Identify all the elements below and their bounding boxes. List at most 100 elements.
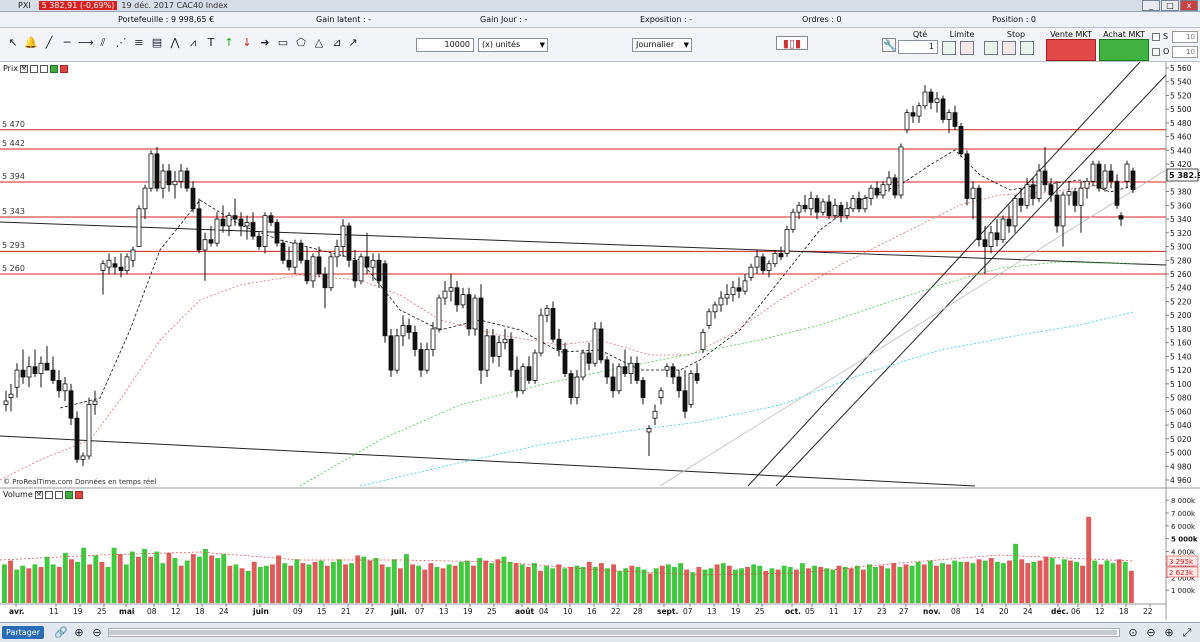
fibonacci-icon[interactable]: ≡ [134, 36, 144, 49]
polygon-icon[interactable]: ⬠ [296, 36, 306, 49]
position-count[interactable]: Position : 0 [992, 15, 1037, 24]
candle-body [1024, 184, 1030, 206]
channel-icon[interactable]: ⫽ [100, 36, 106, 49]
quantity-input[interactable]: 10000 [416, 38, 474, 52]
x-tick-label: 10 [563, 607, 573, 616]
buy-arrow-icon[interactable]: ↑ [224, 36, 234, 49]
window-icon[interactable] [39, 64, 48, 73]
volume-bar [873, 567, 878, 603]
minimize-button[interactable]: _ [1142, 0, 1160, 11]
pointer-icon[interactable]: ↖ [8, 36, 18, 49]
x-tick-label: 22 [611, 607, 621, 616]
ray-line-icon[interactable]: ⟶ [78, 36, 94, 49]
horizontal-line-icon[interactable]: ─ [63, 36, 71, 49]
chart-type-icon[interactable]: ▮▯▮ [776, 36, 808, 50]
volume-bar [38, 567, 44, 603]
stop-buy-button[interactable] [984, 41, 998, 55]
zigzag-icon[interactable]: ⋀ [170, 36, 180, 49]
limit-buy-button[interactable] [942, 41, 956, 55]
close-icon[interactable] [74, 490, 83, 499]
volume-bar [361, 556, 367, 603]
volume-bar [452, 565, 458, 603]
volume-bar [641, 569, 647, 603]
buy-market-button[interactable] [1099, 39, 1149, 61]
fullscreen-icon[interactable]: ⤢ [1182, 626, 1192, 639]
candle-body [676, 376, 682, 392]
volume-bar [525, 567, 531, 603]
close-button[interactable]: x [1180, 0, 1198, 11]
sell-market-button[interactable] [1046, 39, 1096, 61]
candle-body [760, 256, 766, 271]
magic-arrow-icon[interactable]: ↗ [348, 36, 358, 49]
sell-arrow-icon[interactable]: ↓ [242, 36, 252, 49]
zoom-in-icon[interactable]: ⊕ [74, 626, 84, 639]
window-icon[interactable] [29, 64, 38, 73]
zoom-reset-icon[interactable]: ⊙ [1128, 626, 1138, 639]
window-title: 19 déc. 2017 CAC40 Index [121, 1, 228, 10]
x-tick-label: juil. [390, 607, 407, 616]
volume-bar [933, 565, 939, 603]
rectangle-icon[interactable]: ▭ [277, 36, 289, 49]
window-icon[interactable] [54, 490, 63, 499]
x-tick-label: 11 [49, 607, 59, 616]
candle-body [418, 349, 424, 371]
triangle-icon[interactable]: △ [314, 36, 324, 49]
volume-bar [647, 573, 653, 603]
orders-count[interactable]: Ordres : 0 [802, 15, 842, 24]
stop-sell-button[interactable] [1002, 41, 1016, 55]
arrow-right-icon[interactable]: ➜ [260, 36, 270, 49]
candle-body [886, 177, 892, 186]
o-checkbox[interactable] [1152, 48, 1160, 56]
o-value-input[interactable]: 10 [1172, 46, 1198, 58]
pattern-icon[interactable]: ⩘ [189, 36, 197, 49]
s-checkbox[interactable] [1152, 33, 1160, 41]
plus-icon[interactable]: ⊕ [1164, 626, 1174, 639]
share-button[interactable]: Partager [2, 626, 44, 639]
candle-body [14, 369, 20, 388]
volume-bar [1067, 560, 1073, 603]
limit-sell-button[interactable] [960, 41, 974, 55]
volume-bar [99, 561, 105, 603]
close-icon[interactable] [59, 64, 68, 73]
maximize-button[interactable]: □ [1161, 0, 1179, 11]
candle-body [514, 369, 520, 392]
moving-average-green [299, 261, 1134, 487]
candle-body [406, 325, 412, 333]
wrench-icon[interactable]: ⚒ [34, 490, 43, 499]
grid-tool-icon[interactable]: ▤ [151, 36, 163, 49]
horizontal-scrollbar[interactable] [108, 628, 1120, 637]
candle-body [32, 366, 38, 374]
wrench-icon[interactable]: ⚒ [19, 64, 28, 73]
text-tool-icon[interactable]: T [207, 36, 215, 49]
zoom-out-icon[interactable]: ⊖ [92, 626, 102, 639]
candle-body [724, 294, 730, 299]
scrollbar-thumb[interactable] [109, 630, 1117, 635]
volume-bar [196, 556, 202, 603]
link-icon[interactable]: 🔗 [54, 626, 68, 639]
stop-extra-button[interactable] [1020, 41, 1034, 55]
candle-body [586, 352, 592, 364]
unit-select[interactable]: (x) unités ▼ [478, 38, 548, 52]
candle-body [430, 328, 436, 350]
volume-bar [422, 569, 428, 603]
price-volume-chart[interactable]: 5 560 5 540 5 520 5 500 5 480 5 460 5 440 5 420… [0, 0, 1200, 622]
candle-body [838, 204, 844, 217]
add-icon[interactable] [64, 490, 73, 499]
add-icon[interactable] [49, 64, 58, 73]
volume-bar [1043, 556, 1049, 603]
window-icon[interactable] [44, 490, 53, 499]
s-value-input[interactable]: 10 [1172, 31, 1198, 43]
delete-drawings-icon[interactable]: ⊿ [332, 36, 342, 49]
alarm-bell-icon[interactable]: 🔔 [24, 36, 38, 49]
volume-bar [81, 547, 87, 603]
candle-body [712, 304, 718, 313]
period-select[interactable]: Journalier ▼ [632, 38, 692, 52]
price-panel-header: Prix ⚒ [3, 64, 68, 73]
volume-bar [629, 565, 635, 603]
candle-body [3, 400, 9, 405]
order-qty-input[interactable]: 1 [898, 40, 938, 54]
trendline-icon[interactable]: ╱ [45, 36, 53, 49]
wrench-icon[interactable]: 🔧 [882, 38, 897, 52]
minus-icon[interactable]: ⊖ [1146, 626, 1156, 639]
fan-icon[interactable]: ⋰ [115, 36, 127, 49]
